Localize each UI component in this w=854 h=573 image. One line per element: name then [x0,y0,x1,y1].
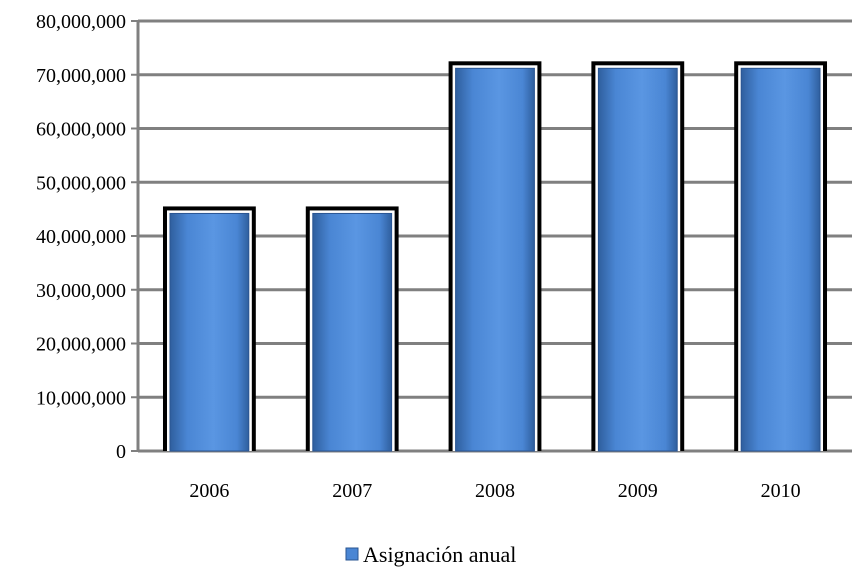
bar-2010 [740,67,821,452]
x-tick-label: 2008 [475,480,515,502]
y-tick-label: 70,000,000 [36,65,126,87]
bar-2007 [312,212,393,452]
y-tick-label: 10,000,000 [36,387,126,409]
y-tick-label: 30,000,000 [36,280,126,302]
y-tick-label: 40,000,000 [36,226,126,248]
x-tick-label: 2007 [332,480,372,502]
legend-label: Asignación anual [363,542,516,567]
x-tick-label: 2006 [189,480,229,502]
y-tick-labels: 0 10,000,000 20,000,000 30,000,000 40,000,00… [36,11,126,463]
y-tick-label: 50,000,000 [36,172,126,194]
bar-2009 [597,67,678,452]
y-tick-label: 60,000,000 [36,119,126,141]
bar-2008 [455,67,535,452]
x-tick-label: 2010 [761,480,801,502]
y-tick-label: 20,000,000 [36,334,126,356]
legend-swatch [345,547,359,561]
x-tick-label: 2009 [618,480,658,502]
bars [162,61,828,452]
legend: Asignación anual [345,542,516,567]
y-tick-label: 80,000,000 [36,11,126,33]
bar-2006 [169,212,250,452]
y-tick-label: 0 [116,441,126,463]
x-tick-labels: 2006 2007 2008 2009 2010 [189,480,800,502]
